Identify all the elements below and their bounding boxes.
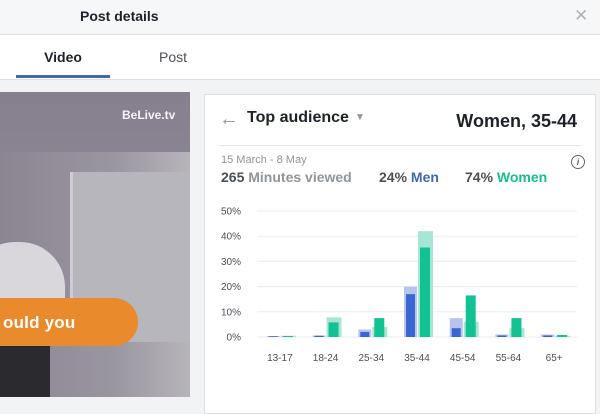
bar-women <box>328 322 339 337</box>
x-tick-label: 55-64 <box>496 353 522 364</box>
video-player[interactable]: ould you BeLive.tv <box>0 92 190 397</box>
x-tick-label: 65+ <box>546 353 563 364</box>
x-tick-label: 45-54 <box>450 353 476 364</box>
y-tick-label: 10% <box>221 307 241 318</box>
caret-down-icon: ▼ <box>354 112 365 123</box>
x-tick-label: 35-44 <box>404 353 430 364</box>
tab-post[interactable]: Post <box>158 49 187 65</box>
bar-men <box>314 335 324 337</box>
close-icon[interactable]: ✕ <box>574 6 589 25</box>
audience-panel: ← Top audience ▼ Women, 35-44 15 March - … <box>204 94 596 414</box>
y-tick-label: 40% <box>221 232 241 243</box>
audience-chart: 50% 40% 30% 20% 10% 0% 13-17 18-24 25-34 35-44 45-… <box>221 207 577 364</box>
bar-women <box>557 334 568 337</box>
x-tick-label: 25-34 <box>358 353 384 364</box>
bar-women <box>374 318 385 337</box>
video-caption-text: ould you <box>3 313 76 332</box>
y-tick-label: 20% <box>221 282 241 293</box>
y-tick-label: 50% <box>221 207 241 218</box>
minutes-viewed-label: Minutes viewed <box>248 169 352 185</box>
bar-men <box>360 331 370 337</box>
minutes-viewed-stat: 265 Minutes viewed <box>221 169 352 185</box>
minutes-viewed-value: 265 <box>221 169 245 185</box>
tab-video[interactable]: Video <box>44 49 82 65</box>
dialog-title: Post details <box>80 8 159 24</box>
bar-men <box>406 294 415 337</box>
back-arrow-icon[interactable]: ← <box>219 108 239 130</box>
x-tick-label: 13-17 <box>267 353 293 364</box>
women-percent: 74% <box>465 169 494 185</box>
bar-women <box>511 318 522 337</box>
y-tick-label: 0% <box>227 333 242 344</box>
bar-women <box>420 247 430 337</box>
men-percent: 24% <box>379 169 408 185</box>
x-tick-label: 18-24 <box>313 353 339 364</box>
tab-bar: Video Post <box>0 35 600 80</box>
selected-demographic: Women, 35-44 <box>456 111 577 131</box>
audience-dropdown-label: Top audience <box>247 109 349 126</box>
bar-women <box>282 335 293 337</box>
women-stat: 74% Women <box>465 169 547 185</box>
bar-men <box>497 335 507 337</box>
y-tick-label: 30% <box>221 257 241 268</box>
panel-divider <box>219 145 581 146</box>
men-label: Men <box>410 169 439 185</box>
video-watermark: BeLive.tv <box>122 108 176 122</box>
video-caption-banner <box>0 298 138 346</box>
active-tab-indicator <box>16 75 110 78</box>
date-range: 15 March - 8 May <box>221 154 307 166</box>
women-label: Women <box>496 169 548 185</box>
dialog-header: Post details ✕ <box>0 0 600 35</box>
bar-men <box>451 328 461 337</box>
info-icon[interactable]: i <box>571 155 585 169</box>
bar-men <box>268 336 278 337</box>
men-stat: 24% Men <box>379 169 439 185</box>
bar-women <box>465 295 476 337</box>
bar-men <box>543 335 553 337</box>
audience-dropdown[interactable]: Top audience ▼ <box>247 109 365 131</box>
